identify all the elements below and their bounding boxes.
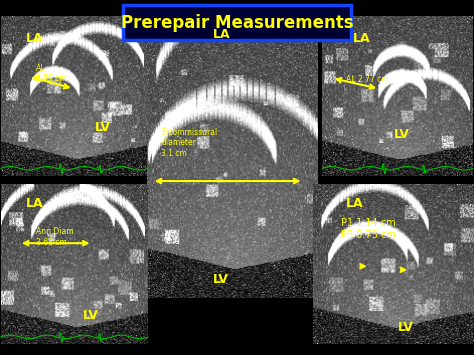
Text: LV: LV: [393, 128, 409, 141]
Text: LV: LV: [398, 321, 414, 334]
Bar: [123, 5, 351, 40]
Text: Bicommissural
diameter
3.1 cm: Bicommissural diameter 3.1 cm: [161, 128, 218, 158]
Text: Ann Diam
3.68 cm: Ann Diam 3.68 cm: [36, 227, 73, 247]
Text: LA: LA: [26, 32, 44, 45]
Text: LA: LA: [26, 197, 44, 210]
Text: LA: LA: [213, 28, 231, 42]
Text: P1 1.14 cm
P3 0.75 cm: P1 1.14 cm P3 0.75 cm: [341, 218, 396, 240]
Text: AL
2.89 cm: AL 2.89 cm: [36, 64, 66, 83]
Text: LA: LA: [353, 32, 371, 45]
Text: LA: LA: [346, 197, 364, 210]
Text: LV: LV: [95, 121, 110, 134]
Text: LV: LV: [213, 273, 229, 286]
Text: LV: LV: [83, 309, 99, 322]
Text: AL 2.77 cm: AL 2.77 cm: [346, 75, 389, 83]
Text: Prerepair Measurements: Prerepair Measurements: [121, 14, 353, 32]
